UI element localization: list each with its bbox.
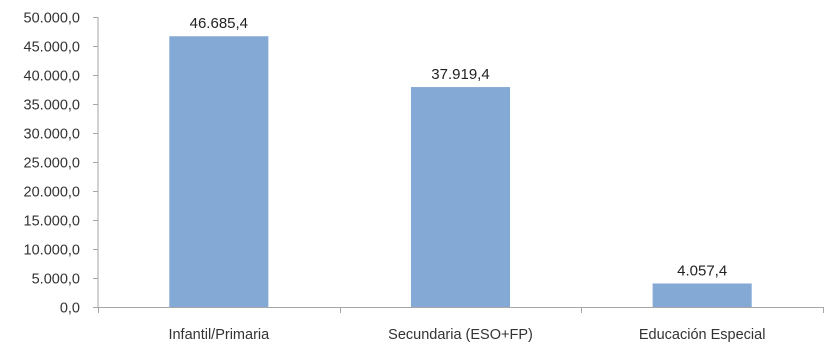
y-tick-label: 5.000,0 bbox=[32, 272, 80, 288]
data-label: 37.919,4 bbox=[431, 66, 489, 83]
y-tick-label: 40.000,0 bbox=[24, 69, 80, 85]
data-labels: 46.685,4 37.919,4 4.057,4 bbox=[190, 15, 728, 279]
bars bbox=[169, 36, 752, 308]
y-tick-label: 15.000,0 bbox=[24, 214, 80, 230]
data-label: 4.057,4 bbox=[677, 262, 727, 279]
y-tick-label: 30.000,0 bbox=[24, 127, 80, 143]
x-tick-label: Secundaria (ESO+FP) bbox=[388, 327, 533, 343]
bar bbox=[652, 283, 752, 307]
bar bbox=[169, 36, 269, 308]
y-tick-label: 25.000,0 bbox=[24, 156, 80, 172]
y-tick-label: 0,0 bbox=[60, 301, 80, 317]
y-axis: 0,0 5.000,0 10.000,0 15.000,0 20.000,0 25.000… bbox=[24, 11, 99, 317]
bar bbox=[410, 87, 511, 308]
y-tick-label: 50.000,0 bbox=[24, 11, 80, 27]
y-tick-label: 45.000,0 bbox=[24, 40, 80, 56]
y-tick-label: 10.000,0 bbox=[24, 243, 80, 259]
x-tick-label: Educación Especial bbox=[639, 327, 766, 343]
x-axis: Infantil/Primaria Secundaria (ESO+FP) Educ… bbox=[98, 307, 824, 343]
x-tick-label: Infantil/Primaria bbox=[168, 327, 270, 343]
y-tick-label: 20.000,0 bbox=[24, 185, 80, 201]
y-tick-label: 35.000,0 bbox=[24, 98, 80, 114]
data-label: 46.685,4 bbox=[190, 15, 248, 32]
